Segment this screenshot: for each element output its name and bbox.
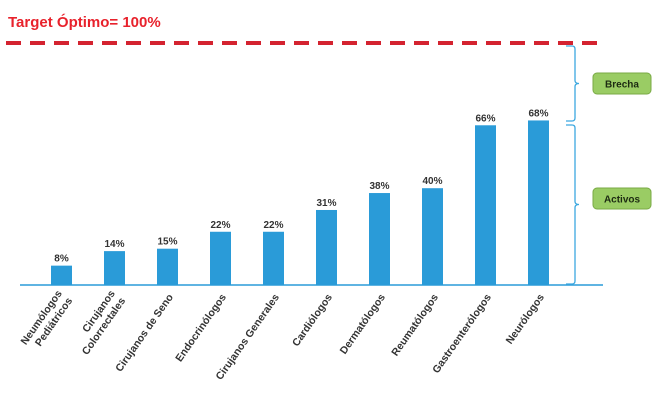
value-label-8: 40%: [422, 176, 442, 187]
bar-1: [51, 265, 72, 285]
target-title: Target Óptimo= 100%: [8, 14, 161, 31]
value-label-5: 22%: [263, 220, 283, 231]
category-label-10: Neurólogos: [504, 292, 547, 347]
bar-8: [422, 188, 443, 285]
value-label-10: 68%: [528, 108, 548, 119]
value-label-4: 22%: [210, 220, 230, 231]
category-label-1: NeumólogosPediátricos: [18, 288, 75, 354]
category-label-9: Gastroenterólogos: [430, 292, 494, 376]
bar-3: [157, 248, 178, 285]
category-label-8: Reumatólogos: [389, 292, 441, 359]
category-label-2: CirujanosColorrectales: [69, 288, 128, 357]
value-label-7: 38%: [369, 181, 389, 192]
bar-4: [210, 231, 231, 285]
activos-label: Activos: [604, 195, 641, 206]
bar-5: [263, 231, 284, 285]
bar-6: [316, 209, 337, 285]
activos-tag: Activos: [592, 187, 652, 210]
bar-9: [475, 125, 496, 285]
value-label-2: 14%: [104, 239, 124, 250]
category-label-6: Cardiólogos: [290, 292, 335, 349]
value-label-6: 31%: [316, 198, 336, 209]
bar-10: [528, 120, 549, 285]
brecha-tag: Brecha: [592, 72, 652, 95]
bar-2: [104, 251, 125, 285]
bar-7: [369, 193, 390, 285]
category-label-7: Dermatólogos: [338, 292, 388, 357]
brecha-bracket: [566, 45, 580, 122]
brecha-label: Brecha: [605, 80, 639, 91]
value-label-1: 8%: [54, 254, 69, 265]
activos-bracket: [566, 124, 580, 285]
category-label-4: Endocrinólogos: [173, 292, 229, 364]
value-label-3: 15%: [157, 237, 177, 248]
value-label-9: 66%: [475, 113, 495, 124]
